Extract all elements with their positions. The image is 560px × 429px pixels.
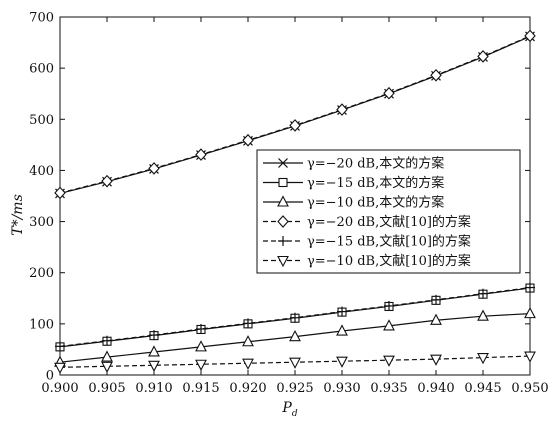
data-point bbox=[336, 324, 348, 336]
series-3 bbox=[54, 306, 536, 367]
x-axis-label-main: P bbox=[281, 400, 292, 416]
series-4 bbox=[54, 29, 536, 200]
data-point bbox=[478, 288, 488, 299]
x-tick-label: 0.940 bbox=[417, 381, 454, 396]
data-point bbox=[524, 306, 536, 319]
data-point bbox=[101, 174, 113, 188]
legend-marker bbox=[277, 195, 289, 207]
x-tick-label: 0.920 bbox=[229, 381, 266, 396]
data-point bbox=[290, 312, 300, 323]
y-tick-label: 0 bbox=[46, 369, 54, 384]
legend-item: γ=−20 dB,文献[10]的方案 bbox=[263, 214, 471, 230]
legend-marker bbox=[277, 255, 289, 268]
data-point bbox=[430, 354, 442, 366]
data-point bbox=[337, 306, 347, 317]
data-point bbox=[524, 29, 536, 43]
legend-marker bbox=[278, 236, 288, 246]
data-point bbox=[242, 335, 254, 347]
legend-item: γ=−10 dB,文献[10]的方案 bbox=[263, 253, 471, 269]
y-tick-label: 700 bbox=[29, 11, 54, 26]
data-point bbox=[477, 353, 489, 365]
legend-label: γ=−10 dB,文献[10]的方案 bbox=[307, 253, 471, 269]
x-axis-label-subscript: d bbox=[292, 409, 298, 419]
data-point bbox=[243, 318, 253, 329]
data-point bbox=[336, 103, 348, 116]
data-point bbox=[383, 319, 395, 331]
data-point bbox=[289, 119, 301, 132]
legend-label: γ=−20 dB,本文的方案 bbox=[307, 156, 444, 172]
data-point bbox=[148, 162, 160, 175]
data-point bbox=[289, 357, 301, 369]
data-point bbox=[196, 323, 206, 334]
data-point bbox=[101, 361, 113, 373]
y-tick-label: 200 bbox=[29, 266, 54, 281]
data-point bbox=[195, 340, 207, 352]
y-tick-label: 500 bbox=[29, 113, 54, 128]
data-point bbox=[524, 351, 536, 363]
data-point bbox=[384, 300, 394, 311]
x-tick-label: 0.925 bbox=[276, 381, 313, 396]
data-point bbox=[242, 133, 254, 147]
y-tick-label: 600 bbox=[29, 62, 54, 77]
data-point bbox=[148, 360, 160, 372]
legend-marker bbox=[278, 177, 288, 188]
legend-label: γ=−15 dB,本文的方案 bbox=[307, 175, 444, 191]
data-point bbox=[149, 330, 159, 341]
data-point bbox=[102, 335, 112, 346]
y-tick-label: 300 bbox=[29, 215, 54, 230]
legend-item: γ=−20 dB,本文的方案 bbox=[263, 156, 444, 172]
data-point bbox=[336, 356, 348, 368]
data-point bbox=[242, 358, 254, 370]
data-point bbox=[195, 359, 207, 371]
legend-item: γ=−15 dB,本文的方案 bbox=[263, 175, 444, 191]
x-tick-label: 0.910 bbox=[135, 381, 172, 396]
legend-item: γ=−10 dB,本文的方案 bbox=[263, 195, 444, 211]
data-point bbox=[148, 345, 160, 357]
data-point bbox=[383, 355, 395, 367]
x-axis-label: Pd bbox=[281, 400, 297, 419]
x-tick-label: 0.950 bbox=[511, 381, 548, 396]
series-6 bbox=[54, 351, 536, 375]
x-tick-label: 0.945 bbox=[464, 381, 501, 396]
data-point bbox=[525, 282, 535, 293]
legend-box bbox=[256, 149, 521, 274]
legend-marker bbox=[278, 158, 288, 168]
legend-label: γ=−15 dB,文献[10]的方案 bbox=[307, 234, 471, 250]
y-tick-label: 100 bbox=[29, 317, 54, 332]
data-point bbox=[289, 329, 301, 342]
y-tick-label: 400 bbox=[29, 164, 54, 179]
data-point bbox=[55, 341, 65, 352]
data-point bbox=[54, 186, 66, 200]
legend-label: γ=−10 dB,本文的方案 bbox=[307, 195, 444, 211]
series-5 bbox=[55, 282, 535, 352]
data-point bbox=[477, 50, 489, 63]
data-point bbox=[101, 350, 113, 362]
legend-item: γ=−15 dB,文献[10]的方案 bbox=[263, 234, 471, 250]
x-tick-label: 0.915 bbox=[182, 381, 219, 396]
x-tick-label: 0.935 bbox=[370, 381, 407, 396]
legend-marker bbox=[277, 215, 289, 228]
x-tick-label: 0.900 bbox=[41, 381, 78, 396]
data-point bbox=[383, 86, 395, 100]
data-point bbox=[54, 362, 66, 375]
x-tick-label: 0.930 bbox=[323, 381, 360, 396]
x-tick-label: 0.905 bbox=[88, 381, 125, 396]
y-axis-label: T*/ms bbox=[10, 194, 26, 236]
data-point bbox=[477, 309, 489, 321]
data-point bbox=[430, 313, 442, 325]
legend-label: γ=−20 dB,文献[10]的方案 bbox=[307, 214, 471, 230]
data-point bbox=[430, 68, 442, 82]
data-point bbox=[431, 294, 441, 305]
data-point bbox=[195, 148, 207, 161]
